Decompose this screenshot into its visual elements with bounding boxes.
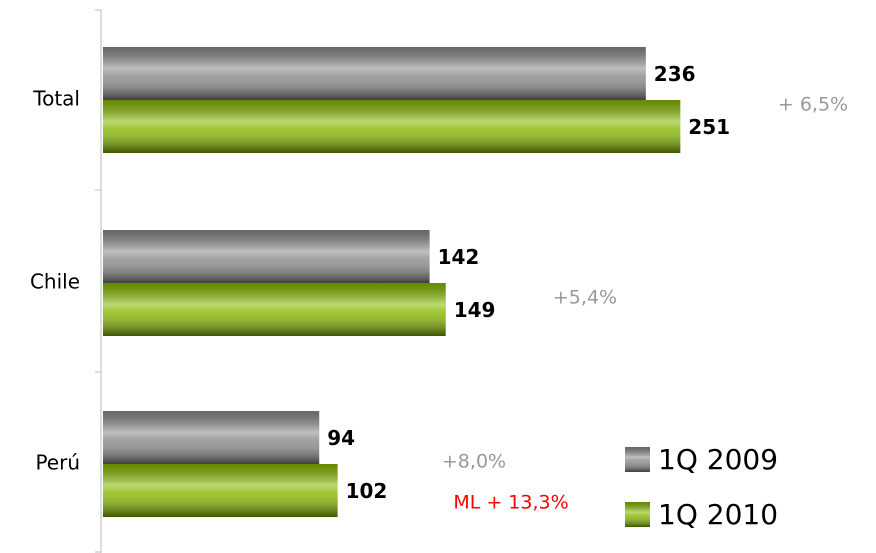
value-label: 102	[346, 479, 388, 503]
value-label: 251	[688, 115, 730, 139]
legend-label: 1Q 2009	[658, 443, 778, 476]
bar-shading	[103, 464, 338, 517]
value-label: 142	[438, 245, 480, 269]
bar-shading	[103, 47, 646, 100]
value-label: 236	[654, 62, 696, 86]
category-label: Chile	[30, 270, 80, 294]
bar-shading	[103, 283, 446, 336]
value-label: 94	[327, 426, 355, 450]
legend-swatch-shading	[625, 447, 650, 472]
category-label: Total	[32, 87, 80, 111]
bar-shading	[103, 230, 430, 283]
bar-shading	[103, 411, 320, 464]
annotation: + 6,5%	[778, 94, 848, 116]
legend-swatch-shading	[625, 502, 650, 527]
annotation: ML + 13,3%	[453, 492, 568, 514]
value-label: 149	[454, 298, 496, 322]
bar-shading	[103, 100, 681, 153]
legend-label: 1Q 2010	[658, 498, 778, 531]
annotation: +8,0%	[442, 451, 506, 473]
category-label: Perú	[35, 451, 80, 475]
annotation: +5,4%	[553, 287, 617, 309]
